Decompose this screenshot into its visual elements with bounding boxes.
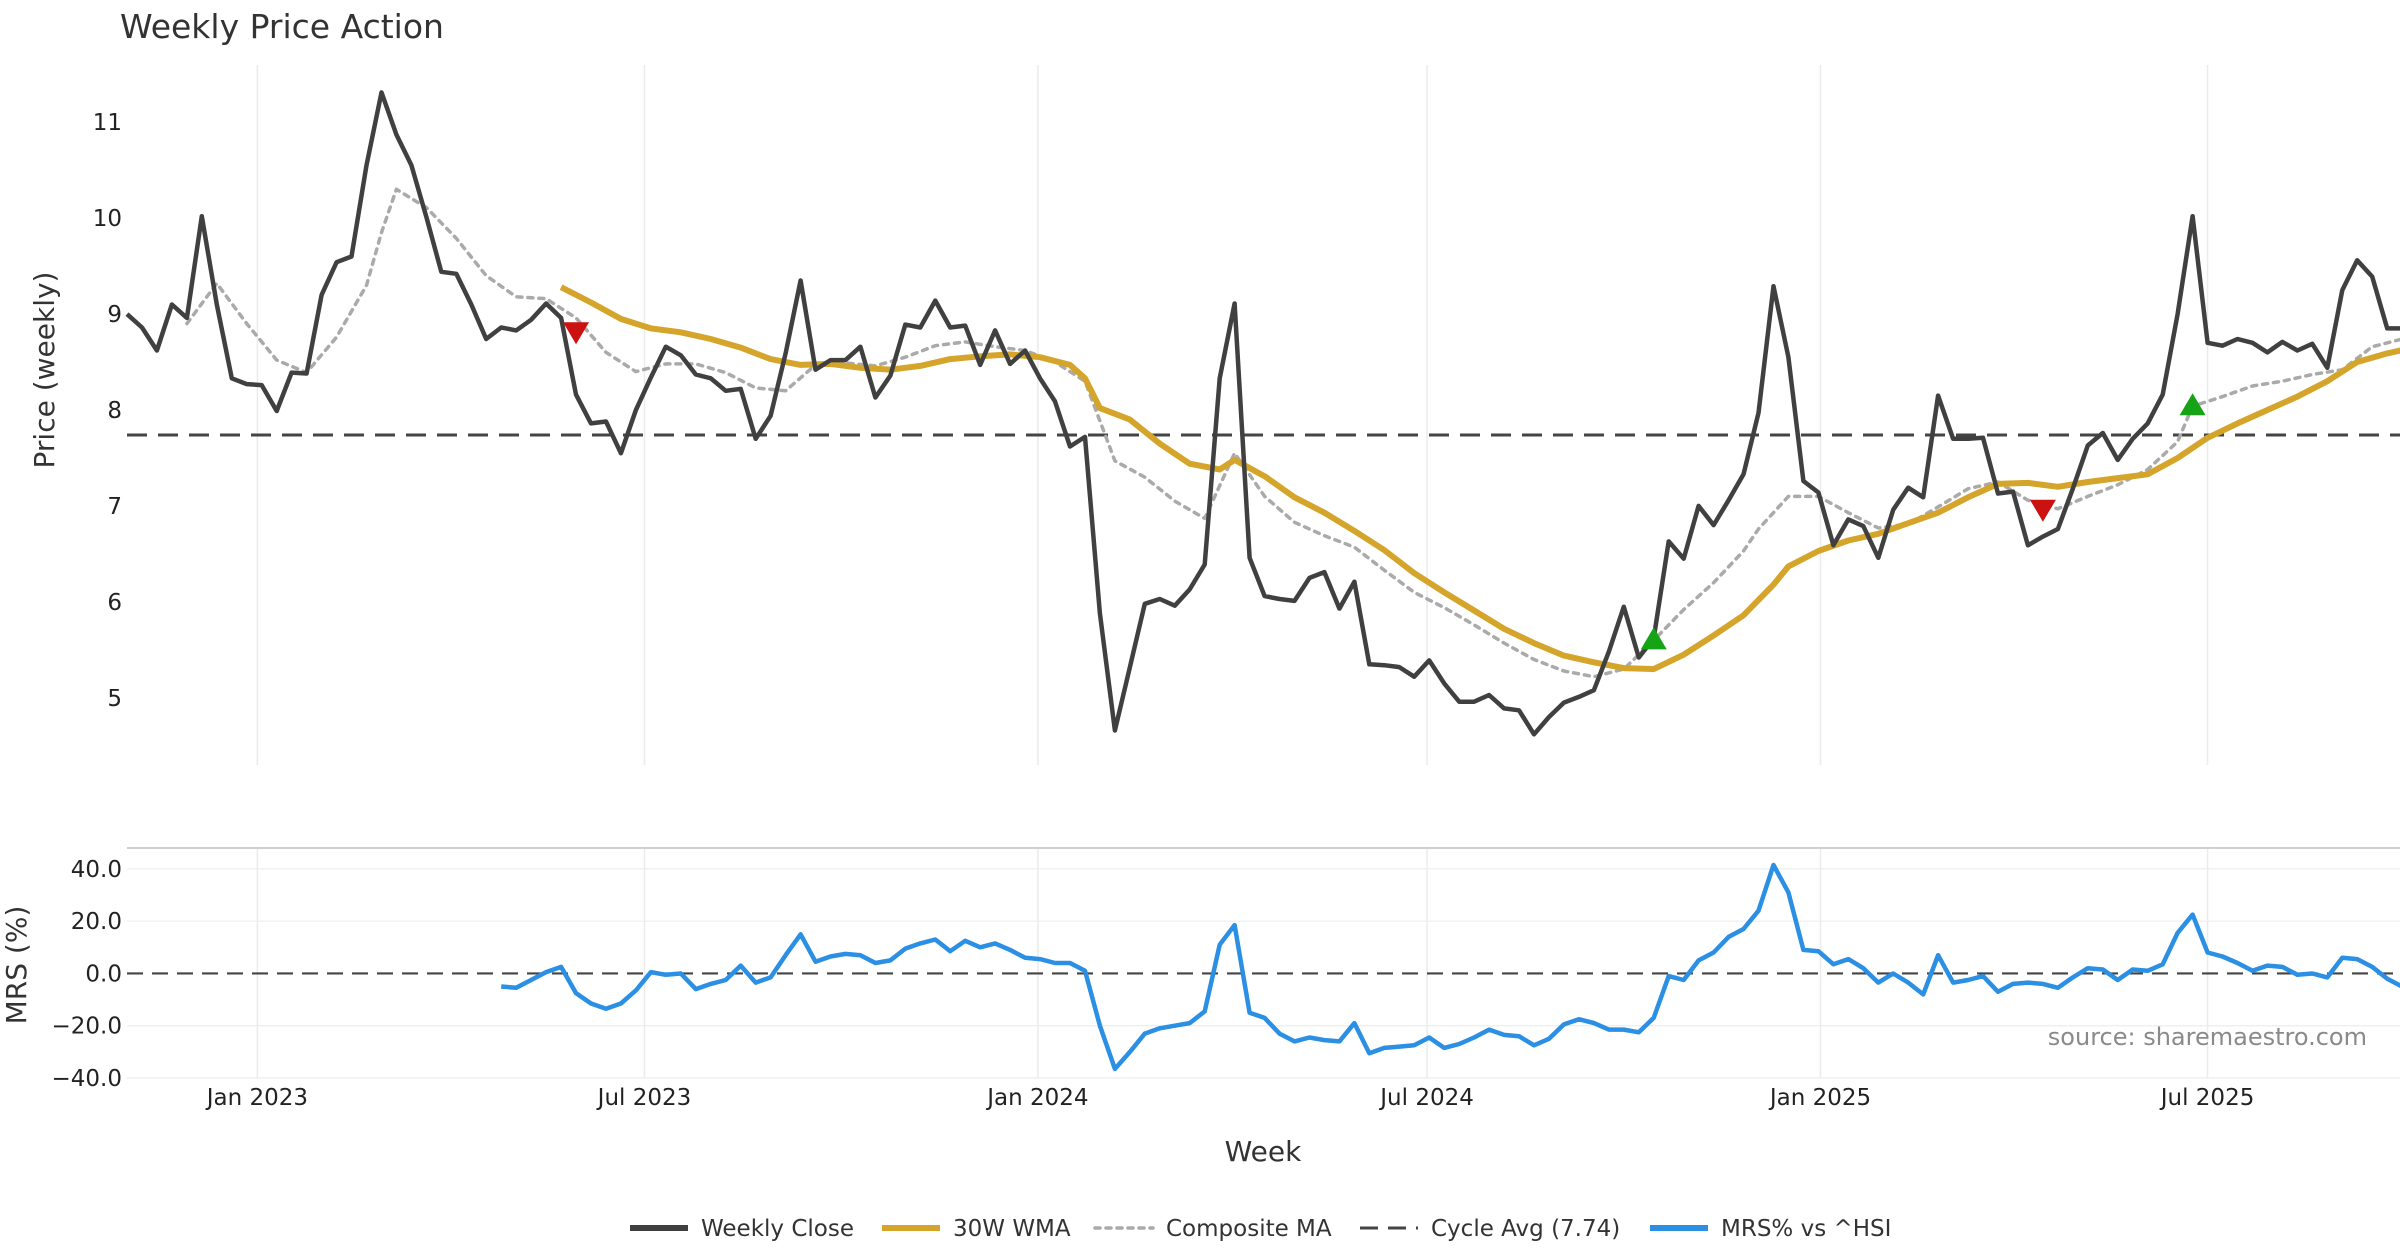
- mrs-grid: [127, 848, 2400, 1079]
- price-series-group: [125, 90, 2400, 737]
- signal-markers: [563, 322, 2206, 650]
- price-y-tick-10: 10: [93, 206, 122, 232]
- mrs-y-tick-2: 0.0: [85, 961, 122, 987]
- mrs-y-tick-1: 20.0: [71, 909, 122, 935]
- x-tick-jul-2025: Jul 2025: [2159, 1085, 2255, 1111]
- price-y-axis-label: Price (weekly): [28, 272, 61, 469]
- chart-title: Weekly Price Action: [120, 7, 444, 46]
- legend-label-30w-wma: 30W WMA: [953, 1216, 1071, 1242]
- series-line-mrs: [501, 862, 2400, 1072]
- legend-label-weekly-close: Weekly Close: [701, 1216, 854, 1242]
- x-tick-jan-2024: Jan 2024: [985, 1085, 1088, 1111]
- source-note: source: sharemaestro.com: [2048, 1023, 2367, 1051]
- legend-label-composite-ma: Composite MA: [1166, 1216, 1332, 1242]
- x-axis-label: Week: [1225, 1135, 1302, 1168]
- signal-marker-up-1: [1640, 627, 1667, 650]
- x-tick-jul-2024: Jul 2024: [1378, 1085, 1474, 1111]
- signal-marker-up-3: [2179, 393, 2206, 416]
- price-y-tick-7: 7: [107, 494, 122, 520]
- series-line-30w-wma: [559, 284, 2400, 673]
- mrs-y-axis-label: MRS (%): [0, 906, 33, 1025]
- price-y-tick-5: 5: [107, 686, 122, 712]
- series-line-weekly-close: [125, 90, 2400, 737]
- signal-marker-down-0: [563, 322, 590, 345]
- legend-label-mrs-vs-hsi: MRS% vs ^HSI: [1721, 1216, 1891, 1242]
- legend-label-cycle-avg-7-74: Cycle Avg (7.74): [1431, 1216, 1620, 1242]
- price-grid: [256, 65, 2209, 765]
- mrs-y-ticks: 40.0 20.0 0.0 −20.0 −40.0: [52, 857, 122, 1092]
- price-y-tick-6: 6: [107, 590, 122, 616]
- x-tick-jan-2023: Jan 2023: [205, 1085, 308, 1111]
- mrs-series-group: [501, 862, 2400, 1072]
- mrs-y-tick-3: −20.0: [52, 1014, 122, 1040]
- x-axis-ticks: Jan 2023 Jul 2023 Jan 2024 Jul 2024 Jan 2025…: [205, 1085, 2255, 1111]
- signal-marker-down-2: [2029, 499, 2056, 522]
- mrs-y-tick-4: −40.0: [52, 1066, 122, 1092]
- x-tick-jan-2025: Jan 2025: [1768, 1085, 1871, 1111]
- series-line-composite-ma: [185, 187, 2400, 679]
- price-y-tick-11: 11: [93, 110, 122, 136]
- price-y-tick-8: 8: [107, 398, 122, 424]
- price-y-tick-9: 9: [107, 302, 122, 328]
- price-y-ticks: 5 6 7 8 9 10 11: [93, 110, 122, 712]
- x-tick-jul-2023: Jul 2023: [596, 1085, 692, 1111]
- mrs-y-tick-0: 40.0: [71, 857, 122, 883]
- legend: Weekly Close 30W WMA Composite MA Cycle Avg…: [630, 1216, 1891, 1242]
